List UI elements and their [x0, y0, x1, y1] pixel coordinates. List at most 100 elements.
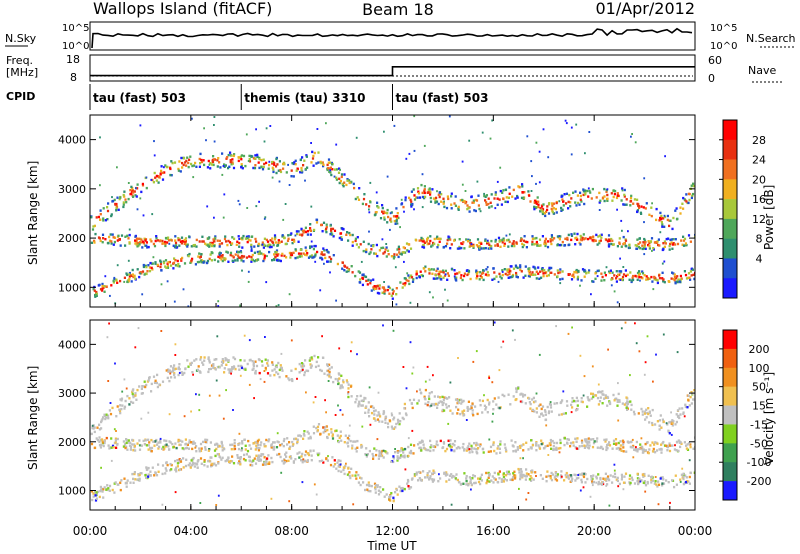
echo-cell	[116, 483, 119, 486]
echo-cell	[459, 412, 462, 416]
echo-cell	[301, 368, 304, 371]
echo-cell	[194, 446, 197, 449]
echo-cell	[685, 193, 688, 196]
echo-cell	[570, 153, 573, 156]
echo-cell	[407, 243, 410, 246]
echo-cell	[102, 219, 105, 222]
echo-cell	[368, 484, 371, 487]
echo-cell	[195, 393, 197, 396]
echo-cell	[531, 175, 533, 178]
echo-cell	[119, 279, 122, 283]
echo-cell	[164, 244, 167, 248]
echo-cell	[661, 223, 664, 226]
echo-cell	[411, 280, 415, 283]
echo-cell	[582, 394, 585, 397]
echo-cell	[662, 242, 665, 245]
echo-cell	[629, 440, 632, 444]
echo-cell	[370, 289, 373, 292]
echo-cell	[240, 366, 244, 370]
echo-cell	[147, 438, 150, 441]
echo-cell	[636, 271, 640, 275]
echo-cell	[407, 279, 410, 283]
echo-cell	[415, 471, 418, 474]
echo-cell	[306, 430, 309, 433]
echo-cell	[313, 354, 316, 358]
echo-cell	[285, 171, 288, 174]
echo-cell	[644, 361, 647, 364]
echo-cell	[563, 244, 567, 247]
echo-cell	[465, 483, 468, 486]
echo-cell	[502, 475, 505, 479]
echo-cell	[147, 444, 150, 447]
echo-cell	[550, 478, 554, 482]
echo-cell	[253, 251, 256, 254]
echo-cell	[369, 201, 372, 204]
echo-cell	[591, 280, 594, 283]
echo-cell	[635, 440, 638, 444]
echo-cell	[598, 201, 601, 204]
echo-cell	[230, 448, 233, 451]
echo-cell	[184, 443, 187, 446]
echo-cell	[655, 483, 658, 486]
echo-cell	[641, 451, 644, 454]
echo-cell	[340, 175, 343, 179]
echo-cell	[601, 275, 604, 279]
echo-cell	[447, 197, 450, 201]
echo-cell	[398, 422, 401, 426]
echo-cell	[120, 234, 124, 237]
echo-cell	[326, 168, 329, 172]
echo-cell	[310, 454, 313, 457]
echo-cell	[689, 443, 692, 446]
echo-cell	[589, 191, 592, 194]
echo-cell	[429, 235, 432, 238]
echo-cell	[484, 247, 487, 250]
echo-cell	[391, 292, 394, 295]
echo-cell	[352, 503, 355, 506]
echo-cell	[643, 373, 646, 376]
echo-cell	[426, 476, 429, 479]
echo-cell	[505, 196, 508, 199]
echo-cell	[257, 161, 260, 164]
echo-cell	[309, 437, 312, 440]
echo-cell	[136, 478, 139, 482]
echo-cell	[222, 165, 225, 167]
echo-cell	[601, 390, 604, 393]
echo-cell	[103, 290, 106, 293]
echo-cell	[315, 162, 318, 165]
echo-cell	[280, 352, 283, 355]
echo-cell	[442, 442, 446, 445]
echo-cell	[184, 438, 187, 441]
echo-cell	[139, 124, 142, 127]
echo-cell	[282, 444, 285, 448]
echo-cell	[628, 481, 631, 484]
echo-cell	[646, 480, 649, 484]
echo-cell	[413, 474, 416, 478]
echo-cell	[511, 444, 514, 447]
colorbar-cell	[723, 278, 737, 299]
echo-cell	[215, 379, 218, 382]
echo-cell	[241, 167, 244, 170]
echo-cell	[341, 227, 344, 230]
echo-cell	[586, 446, 590, 449]
echo-cell	[127, 197, 130, 201]
echo-cell	[145, 466, 148, 469]
echo-cell	[277, 304, 280, 307]
echo-cell	[500, 346, 503, 349]
echo-cell	[325, 226, 328, 229]
echo-cell	[615, 280, 618, 283]
echo-cell	[265, 238, 268, 242]
echo-cell	[419, 270, 422, 273]
echo-cell	[231, 443, 234, 446]
echo-cell	[127, 279, 130, 283]
echo-cell	[254, 154, 257, 157]
echo-cell	[204, 446, 207, 449]
echo-cell	[644, 410, 646, 413]
echo-cell	[691, 268, 694, 271]
echo-cell	[575, 447, 578, 450]
echo-cell	[361, 283, 364, 287]
echo-cell	[564, 119, 567, 122]
echo-cell	[396, 215, 399, 218]
echo-cell	[428, 291, 431, 294]
echo-cell	[663, 214, 666, 217]
echo-cell	[546, 470, 549, 473]
